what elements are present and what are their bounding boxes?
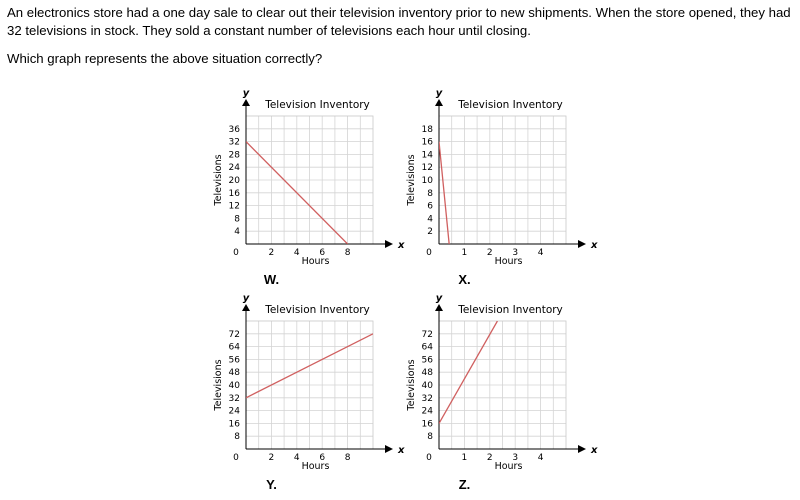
chart-title: Television Inventory bbox=[457, 99, 563, 111]
y-tick-label: 8 bbox=[427, 189, 433, 199]
series-line bbox=[439, 321, 498, 424]
x-tick-label: 4 bbox=[538, 248, 544, 258]
y-tick-label: 4 bbox=[234, 227, 240, 237]
x-tick-label: 4 bbox=[294, 248, 300, 258]
option-label: W. bbox=[264, 272, 279, 287]
y-tick-label: 64 bbox=[422, 343, 434, 353]
x-tick-label: 2 bbox=[487, 453, 493, 463]
question-prompt: Which graph represents the above situati… bbox=[7, 51, 323, 66]
y-axis-arrow bbox=[435, 99, 443, 106]
y-axis-arrow bbox=[242, 304, 250, 311]
x-tick-label: 1 bbox=[462, 453, 468, 463]
y-tick-label: 48 bbox=[422, 368, 434, 378]
x-tick-label: 8 bbox=[345, 453, 351, 463]
y-axis-letter: y bbox=[243, 88, 250, 99]
x-tick-label: 3 bbox=[512, 248, 518, 258]
y-axis-letter: y bbox=[436, 88, 443, 99]
origin-label: 0 bbox=[233, 453, 239, 463]
y-axis-letter: y bbox=[243, 293, 250, 304]
y-tick-label: 16 bbox=[229, 189, 241, 199]
y-tick-label: 16 bbox=[229, 419, 241, 429]
y-tick-label: 64 bbox=[229, 343, 241, 353]
x-axis-arrow bbox=[578, 240, 586, 248]
x-axis-arrow bbox=[385, 445, 393, 453]
origin-label: 0 bbox=[426, 248, 432, 258]
y-tick-label: 4 bbox=[427, 214, 433, 224]
x-tick-label: 8 bbox=[345, 248, 351, 258]
y-tick-label: 56 bbox=[422, 355, 434, 365]
y-tick-label: 6 bbox=[427, 202, 433, 212]
y-tick-label: 40 bbox=[422, 381, 434, 391]
x-axis-label: Hours bbox=[302, 256, 330, 267]
y-tick-label: 24 bbox=[229, 163, 241, 173]
x-axis-label: Hours bbox=[302, 461, 330, 472]
y-tick-label: 18 bbox=[422, 125, 434, 135]
option-label: Z. bbox=[459, 477, 471, 492]
y-tick-label: 12 bbox=[422, 163, 433, 173]
y-tick-label: 36 bbox=[229, 125, 241, 135]
y-tick-label: 32 bbox=[229, 138, 240, 148]
x-axis-arrow bbox=[578, 445, 586, 453]
option-label: Y. bbox=[266, 477, 277, 492]
x-axis-letter: x bbox=[397, 240, 405, 251]
y-tick-label: 16 bbox=[422, 138, 434, 148]
x-axis-letter: x bbox=[590, 240, 598, 251]
question-text: An electronics store had a one day sale … bbox=[7, 5, 791, 38]
y-tick-label: 40 bbox=[229, 381, 241, 391]
x-tick-label: 1 bbox=[462, 248, 468, 258]
x-axis-arrow bbox=[385, 240, 393, 248]
origin-label: 0 bbox=[426, 453, 432, 463]
chart-title: Television Inventory bbox=[264, 99, 370, 111]
x-tick-label: 2 bbox=[269, 248, 275, 258]
x-axis-letter: x bbox=[397, 445, 405, 456]
y-axis-label: Televisions bbox=[406, 359, 417, 411]
y-tick-label: 8 bbox=[234, 214, 240, 224]
series-line bbox=[439, 141, 450, 244]
x-tick-label: 6 bbox=[319, 453, 325, 463]
y-axis-letter: y bbox=[436, 293, 443, 304]
option-label: X. bbox=[458, 272, 470, 287]
y-tick-label: 20 bbox=[229, 176, 241, 186]
y-axis-label: Televisions bbox=[213, 359, 224, 411]
y-tick-label: 32 bbox=[229, 394, 240, 404]
y-tick-label: 32 bbox=[422, 394, 433, 404]
y-tick-label: 28 bbox=[229, 150, 241, 160]
x-tick-label: 2 bbox=[269, 453, 275, 463]
y-tick-label: 56 bbox=[229, 355, 241, 365]
y-tick-label: 2 bbox=[427, 227, 433, 237]
chart-title: Television Inventory bbox=[264, 304, 370, 316]
series-line bbox=[246, 141, 349, 244]
x-tick-label: 4 bbox=[294, 453, 300, 463]
y-tick-label: 8 bbox=[427, 432, 433, 442]
y-tick-label: 8 bbox=[234, 432, 240, 442]
origin-label: 0 bbox=[233, 248, 239, 258]
x-axis-letter: x bbox=[590, 445, 598, 456]
x-tick-label: 4 bbox=[538, 453, 544, 463]
y-tick-label: 24 bbox=[422, 407, 434, 417]
y-axis-arrow bbox=[242, 99, 250, 106]
series-line bbox=[246, 333, 373, 399]
x-tick-label: 6 bbox=[319, 248, 325, 258]
y-tick-label: 48 bbox=[229, 368, 241, 378]
y-tick-label: 72 bbox=[229, 330, 240, 340]
y-tick-label: 24 bbox=[229, 407, 241, 417]
y-axis-label: Televisions bbox=[406, 154, 417, 206]
x-tick-label: 2 bbox=[487, 248, 493, 258]
x-axis-label: Hours bbox=[495, 256, 523, 267]
y-tick-label: 10 bbox=[422, 176, 434, 186]
y-tick-label: 14 bbox=[422, 150, 434, 160]
y-tick-label: 72 bbox=[422, 330, 433, 340]
y-tick-label: 12 bbox=[229, 202, 240, 212]
x-axis-label: Hours bbox=[495, 461, 523, 472]
y-tick-label: 16 bbox=[422, 419, 434, 429]
chart-title: Television Inventory bbox=[457, 304, 563, 316]
y-axis-label: Televisions bbox=[213, 154, 224, 206]
x-tick-label: 3 bbox=[512, 453, 518, 463]
y-axis-arrow bbox=[435, 304, 443, 311]
